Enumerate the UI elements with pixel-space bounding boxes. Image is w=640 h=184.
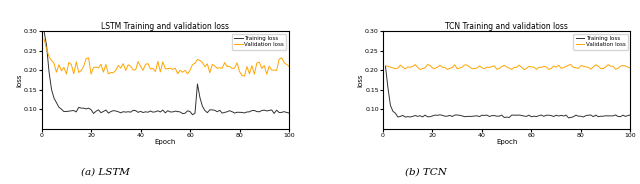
Training loss xyxy=(97,112,105,114)
X-axis label: Epoch: Epoch xyxy=(155,139,176,145)
Validation loss xyxy=(619,65,627,67)
Line: Training loss: Training loss xyxy=(44,31,289,115)
Validation loss xyxy=(520,68,528,71)
Text: (a) LSTM: (a) LSTM xyxy=(81,168,130,177)
Text: (b) TCN: (b) TCN xyxy=(404,168,447,177)
Training loss xyxy=(285,112,293,114)
Line: Validation loss: Validation loss xyxy=(385,64,630,70)
Training loss xyxy=(381,65,389,68)
Legend: Training loss, Validation loss: Training loss, Validation loss xyxy=(573,34,628,50)
Title: TCN Training and validation loss: TCN Training and validation loss xyxy=(445,22,568,31)
Validation loss xyxy=(97,63,105,65)
Training loss xyxy=(508,114,515,116)
Training loss xyxy=(166,111,174,113)
Title: LSTM Training and validation loss: LSTM Training and validation loss xyxy=(101,22,229,31)
Training loss xyxy=(186,110,194,113)
Validation loss xyxy=(627,67,634,69)
Validation loss xyxy=(424,63,431,66)
Validation loss xyxy=(241,75,248,77)
Validation loss xyxy=(431,67,439,70)
Line: Validation loss: Validation loss xyxy=(44,39,289,76)
Validation loss xyxy=(441,66,449,68)
Validation loss xyxy=(510,66,518,68)
Training loss xyxy=(429,115,436,117)
Validation loss xyxy=(381,65,389,67)
Y-axis label: loss: loss xyxy=(358,73,364,87)
Validation loss xyxy=(186,69,194,71)
Validation loss xyxy=(40,38,48,40)
X-axis label: Epoch: Epoch xyxy=(496,139,517,145)
Validation loss xyxy=(285,65,293,68)
Training loss xyxy=(268,109,275,111)
Validation loss xyxy=(268,69,275,71)
Training loss xyxy=(438,114,446,116)
Validation loss xyxy=(532,68,540,70)
Validation loss xyxy=(612,68,620,70)
Training loss xyxy=(87,109,95,111)
Training loss xyxy=(275,111,283,114)
Training loss xyxy=(609,115,617,117)
Training loss xyxy=(189,114,196,116)
Validation loss xyxy=(166,67,174,69)
Training loss xyxy=(617,116,625,118)
Training loss xyxy=(627,114,634,116)
Validation loss xyxy=(87,73,95,75)
Training loss xyxy=(40,30,48,32)
Training loss xyxy=(564,117,572,119)
Legend: Training loss, Validation loss: Training loss, Validation loss xyxy=(232,34,286,50)
Y-axis label: loss: loss xyxy=(16,73,22,87)
Line: Training loss: Training loss xyxy=(385,66,630,118)
Training loss xyxy=(527,116,535,118)
Validation loss xyxy=(275,58,283,61)
